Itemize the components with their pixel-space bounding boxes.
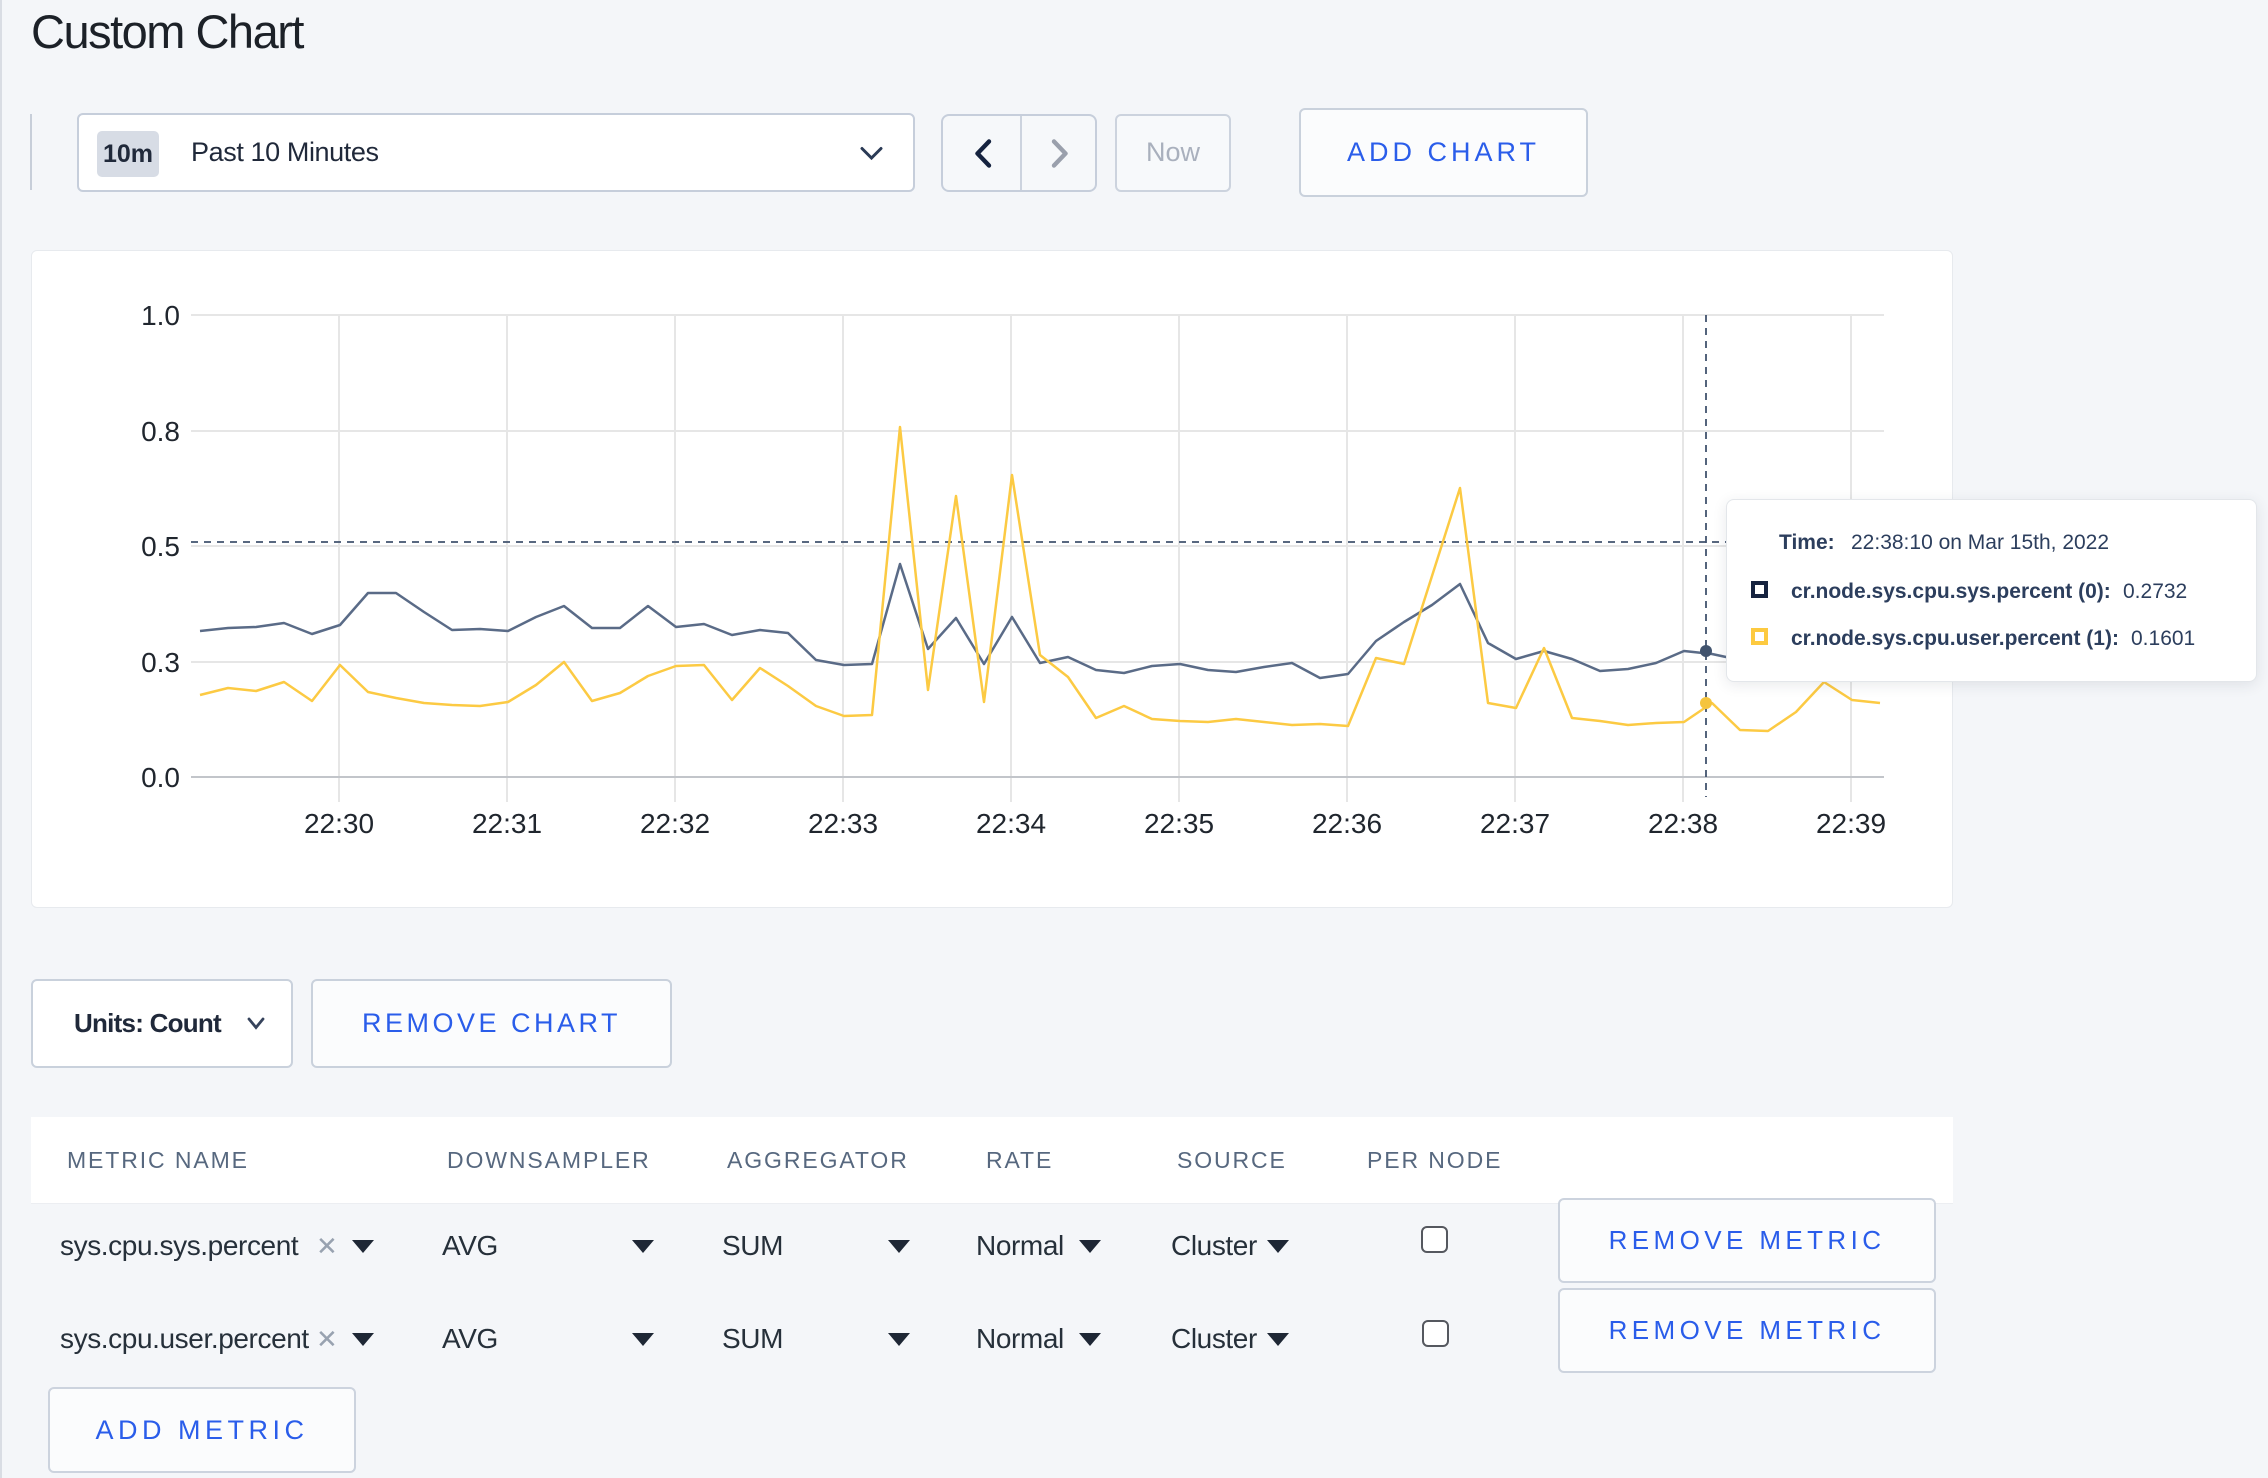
svg-text:22:34: 22:34 <box>976 808 1046 839</box>
svg-text:22:38: 22:38 <box>1648 808 1718 839</box>
svg-text:0.8: 0.8 <box>141 416 180 447</box>
svg-text:22:39: 22:39 <box>1816 808 1886 839</box>
svg-text:0.0: 0.0 <box>141 762 180 793</box>
svg-text:0.3: 0.3 <box>141 647 180 678</box>
svg-text:22:36: 22:36 <box>1312 808 1382 839</box>
svg-text:22:37: 22:37 <box>1480 808 1550 839</box>
svg-text:0.5: 0.5 <box>141 531 180 562</box>
svg-text:22:35: 22:35 <box>1144 808 1214 839</box>
svg-text:22:33: 22:33 <box>808 808 878 839</box>
svg-text:1.0: 1.0 <box>141 300 180 331</box>
svg-text:22:31: 22:31 <box>472 808 542 839</box>
svg-text:22:30: 22:30 <box>304 808 374 839</box>
svg-text:22:32: 22:32 <box>640 808 710 839</box>
